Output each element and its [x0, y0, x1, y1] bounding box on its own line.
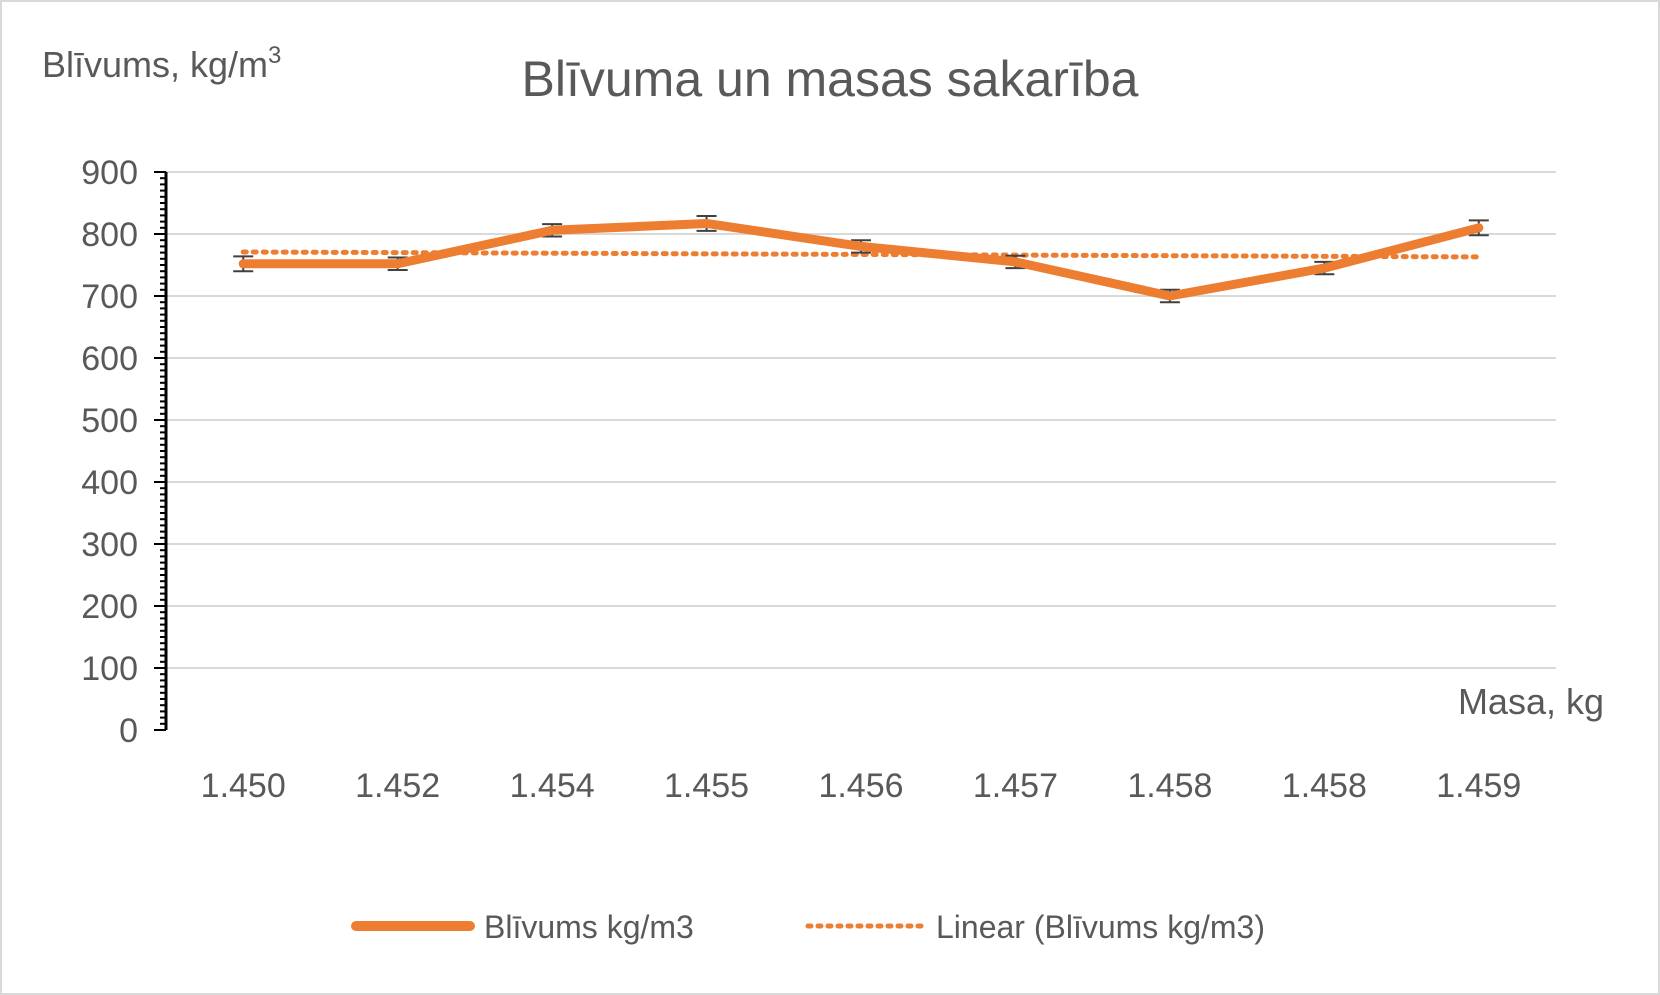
- y-axis-label-sup: 3: [268, 42, 281, 69]
- x-axis-label: Masa, kg: [1458, 681, 1604, 722]
- y-axis: [154, 171, 168, 731]
- plot-area: [233, 215, 1489, 304]
- y-tick-labels: 0 100 200 300 400 500 600 700 800 900: [81, 154, 138, 750]
- data-point: [702, 218, 712, 228]
- y-tick-label: 400: [81, 464, 138, 502]
- y-axis-label-main: Blīvums, kg/m: [42, 44, 268, 85]
- x-tick-label: 1.452: [355, 767, 440, 805]
- y-tick-label: 200: [81, 588, 138, 626]
- x-tick-label: 1.459: [1436, 767, 1521, 805]
- y-tick-label: 500: [81, 402, 138, 440]
- legend-label-series: Blīvums kg/m3: [484, 909, 694, 945]
- y-tick-label: 800: [81, 216, 138, 254]
- legend-label-trendline: Linear (Blīvums kg/m3): [936, 909, 1265, 945]
- legend: Blīvums kg/m3 Linear (Blīvums kg/m3): [351, 909, 1265, 945]
- data-point: [393, 259, 403, 269]
- trendline-linear: [240, 249, 1482, 260]
- x-tick-label: 1.454: [510, 767, 595, 805]
- y-tick-label: 700: [81, 278, 138, 316]
- data-point: [856, 241, 866, 251]
- data-point: [1010, 257, 1020, 267]
- y-axis-label: Blīvums, kg/m3: [42, 42, 281, 85]
- y-tick-label: 300: [81, 526, 138, 564]
- y-tick-label: 0: [119, 712, 138, 750]
- chart-title: Blīvuma un masas sakarība: [522, 51, 1139, 107]
- y-tick-label: 100: [81, 650, 138, 688]
- x-tick-label: 1.457: [973, 767, 1058, 805]
- data-point: [1474, 223, 1484, 233]
- x-tick-label: 1.458: [1127, 767, 1212, 805]
- x-tick-label: 1.456: [818, 767, 903, 805]
- x-tick-label: 1.458: [1282, 767, 1367, 805]
- gridlines: [166, 171, 1556, 669]
- y-tick-label: 900: [81, 154, 138, 192]
- x-tick-label: 1.455: [664, 767, 749, 805]
- data-point: [238, 259, 248, 269]
- x-tick-label: 1.450: [201, 767, 286, 805]
- data-point: [547, 225, 557, 235]
- y-tick-label: 600: [81, 340, 138, 378]
- x-tick-labels: 1.450 1.452 1.454 1.455 1.456 1.457 1.458 1.458…: [201, 767, 1522, 805]
- data-point: [1165, 291, 1175, 301]
- data-point: [1319, 263, 1329, 273]
